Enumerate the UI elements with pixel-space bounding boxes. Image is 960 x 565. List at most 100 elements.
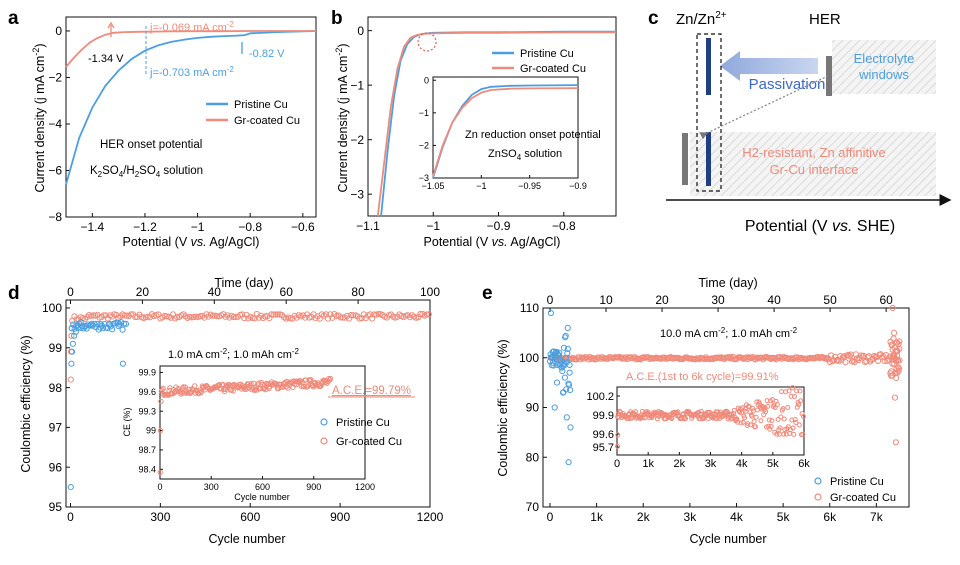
inset-point-gr-coated-cu: [192, 383, 198, 389]
x-tick-label: −1: [191, 220, 205, 234]
x-tick-label: 300: [150, 510, 170, 524]
inset-point-gr-coated-cu: [783, 431, 789, 437]
electrolyte-window-region: [832, 40, 936, 94]
x2-axis-e: 0 10 20 30 40 50 60: [547, 293, 893, 312]
condition-label-e: 10.0 mA cm-2; 1.0 mAh cm-2: [660, 326, 798, 340]
point-pristine-cu: [565, 459, 572, 466]
inset-point-gr-coated-cu: [765, 403, 771, 409]
point-gr-coated-cu: [894, 369, 901, 376]
panel-letter-e: e: [482, 283, 493, 304]
inset-point-gr-coated-cu: [669, 416, 675, 422]
point-pristine-cu: [100, 325, 107, 332]
x-tick-label: 5k: [777, 510, 791, 524]
point-pristine-cu: [91, 320, 98, 327]
panel-b: b 0 −1 −2 −3 −1.1 −1 −0.9 −0.8 Potential (V vs…: [331, 8, 617, 249]
inset-point-gr-coated-cu: [327, 375, 334, 382]
legend-marker-pristine-e: [814, 477, 822, 485]
annotation-v-pristine: -0.82 V: [249, 48, 285, 60]
zn-bar-lower: [706, 132, 711, 186]
y-axis-b: 0 −1 −2 −3: [350, 24, 372, 201]
point-pristine-cu: [71, 325, 78, 332]
x2-tick-label: 10: [599, 293, 613, 307]
x2-tick-label: 0: [67, 285, 74, 299]
x2-tick-label: 50: [823, 293, 837, 307]
label-passivation: Passivation: [749, 76, 826, 93]
zn-bar-upper: [706, 38, 711, 95]
x-axis-d: 0 300 600 900 1200: [67, 503, 444, 524]
inset-point-gr-coated-cu: [793, 420, 799, 425]
point-gr-coated-cu: [891, 360, 898, 367]
point-pristine-cu: [564, 324, 571, 331]
series-lines-a: [65, 30, 317, 185]
point-pristine-cu: [558, 364, 565, 371]
x-tick-label: 600: [240, 510, 260, 524]
point-pristine-cu: [69, 340, 77, 347]
her-boundary-bar: [826, 56, 832, 96]
x-tick-label: 0: [67, 510, 74, 524]
note-zn-onset: Zn reduction onset potential: [465, 129, 601, 141]
inset-point-gr-coated-cu: [683, 416, 688, 421]
shift-arrow-dotted: [699, 74, 831, 140]
y-tick-label: −4: [48, 117, 62, 131]
x-tick-label: 2k: [674, 458, 686, 470]
point-pristine-cu: [109, 326, 116, 333]
inset-point-gr-coated-cu: [774, 402, 780, 407]
x-tick-label: 1200: [417, 510, 444, 524]
inset-frame-e: [616, 386, 805, 456]
y-tick-label: −8: [48, 210, 62, 224]
series-line-gr-coated-cu: [376, 31, 616, 217]
x-tick-label: 0: [547, 510, 554, 524]
point-pristine-cu: [68, 348, 76, 355]
x-tick-label: 1200: [355, 482, 375, 492]
x-tick-label: 4k: [730, 510, 744, 524]
inset-point-gr-coated-cu: [791, 431, 797, 437]
point-pristine-cu: [119, 360, 127, 367]
scatter-points-e: [546, 304, 903, 466]
x-tick-label: 2k: [637, 510, 651, 524]
x2-tick-label: 60: [879, 293, 893, 307]
point-gr-coated-cu: [121, 312, 128, 319]
point-pristine-cu: [68, 360, 75, 367]
inset-point-gr-coated-cu: [742, 415, 747, 421]
panel-letter-a: a: [8, 8, 19, 29]
x-tick-label: −0.95: [518, 181, 541, 191]
point-pristine-cu: [118, 319, 125, 326]
inset-point-gr-coated-cu: [734, 416, 740, 422]
point-pristine-cu: [67, 484, 74, 491]
inset-point-gr-coated-cu: [790, 425, 796, 431]
x-tick-label: −0.9: [569, 181, 587, 191]
ace-label-e: A.C.E.(1st to 6k cycle)=99.91%: [626, 371, 779, 383]
legend-label-coated-b: Gr-coated Cu: [520, 63, 586, 75]
x-axis-label-d: Cycle number: [208, 532, 285, 546]
point-pristine-cu: [567, 386, 574, 394]
point-gr-coated-cu: [889, 304, 896, 312]
x2-tick-label: 40: [767, 293, 781, 307]
inset-point-gr-coated-cu: [273, 380, 279, 387]
x-tick-label: −0.6: [291, 220, 315, 234]
y-tick-label: 99.6: [593, 429, 614, 441]
y-tick-label: −2: [350, 133, 364, 147]
point-gr-coated-cu: [842, 359, 849, 366]
x-tick-label: −1.2: [133, 220, 157, 234]
x-axis-e: 0 1k 2k 3k 4k 5k 6k 7k: [547, 503, 884, 524]
series-line-pristine-cu: [65, 30, 317, 185]
x-tick-label: 6k: [798, 458, 810, 470]
point-gr-coated-cu: [375, 310, 382, 318]
legend-label-pristine-e: Pristine Cu: [830, 476, 884, 488]
inset-point-gr-coated-cu: [781, 416, 787, 422]
legend-label-pristine-b: Pristine Cu: [520, 48, 574, 60]
point-pristine-cu: [549, 359, 556, 366]
point-gr-coated-cu: [854, 355, 861, 362]
inset-point-gr-coated-cu: [777, 425, 783, 431]
inset-point-gr-coated-cu: [763, 409, 769, 415]
point-pristine-cu: [115, 319, 122, 326]
panel-d: d 95 96 97 98 99 100 0 300 600 900 1200 0 20 40 60 80…: [8, 276, 444, 546]
inset-point-gr-coated-cu: [769, 418, 775, 424]
point-gr-coated-cu: [826, 358, 833, 366]
inset-frame-d: [159, 365, 366, 480]
legend-label-coated-a: Gr-coated Cu: [234, 115, 300, 127]
y-tick-label: 90: [526, 401, 540, 415]
x2-tick-label: 100: [420, 285, 440, 299]
x2-tick-label: 60: [280, 285, 294, 299]
y-axis-label-d: Coulombic efficiency (%): [19, 335, 33, 472]
